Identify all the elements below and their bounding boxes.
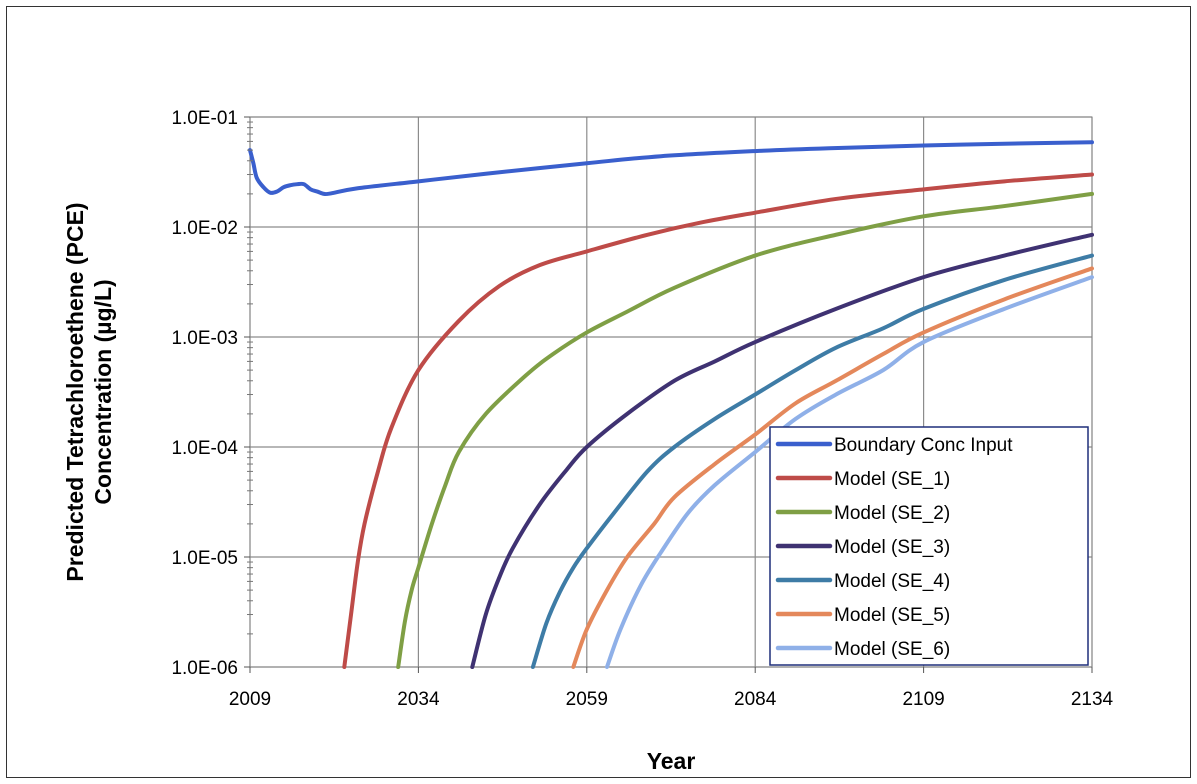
y-tick-label: 1.0E-03 — [171, 328, 238, 349]
plot-area-border — [249, 116, 1093, 668]
line-chart: 2009 2034 2059 2084 2109 2134 1.0E-06 1.0E-05 1.… — [62, 108, 1114, 774]
series-line-7 — [605, 275, 1094, 669]
x-tick-label: 2034 — [397, 689, 440, 710]
legend-label: Model (SE_2) — [834, 503, 950, 524]
series-line-6 — [571, 266, 1094, 669]
series-lines — [248, 140, 1094, 669]
y-axis-title-line-1: Predicted Tetrachloroethene (PCE) — [62, 202, 88, 581]
series-line-1 — [248, 140, 1094, 197]
x-axis-title: Year — [647, 748, 696, 774]
series-line-5 — [530, 253, 1094, 669]
legend-label: Model (SE_3) — [834, 537, 950, 558]
series-line-2 — [342, 172, 1094, 669]
series-line-4 — [470, 232, 1094, 669]
y-tick-label: 1.0E-05 — [171, 548, 238, 569]
x-tick-label: 2109 — [902, 689, 944, 710]
legend-label: Model (SE_4) — [834, 571, 950, 592]
x-tick-label: 2134 — [1071, 689, 1114, 710]
series-line-3 — [396, 191, 1094, 669]
legend-label: Model (SE_6) — [834, 639, 950, 660]
legend-label: Boundary Conc Input — [834, 435, 1013, 456]
y-axis-title-line-2: Concentration (µg/L) — [90, 279, 116, 504]
x-tick-label: 2009 — [229, 689, 271, 710]
legend-label: Model (SE_5) — [834, 605, 950, 626]
axis-ticks: 2009 2034 2059 2084 2109 2134 1.0E-06 1.0E-05 1.… — [171, 108, 1113, 710]
y-tick-label: 1.0E-01 — [171, 108, 238, 129]
y-tick-label: 1.0E-02 — [171, 218, 238, 239]
chart-frame: 2009 2034 2059 2084 2109 2134 1.0E-06 1.0E-05 1.… — [6, 6, 1191, 778]
legend-label: Model (SE_1) — [834, 469, 950, 490]
x-tick-label: 2059 — [566, 689, 608, 710]
x-tick-label: 2084 — [734, 689, 777, 710]
y-tick-label: 1.0E-06 — [171, 658, 238, 679]
legend: Boundary Conc Input Model (SE_1) Model (SE… — [769, 426, 1089, 666]
y-tick-label: 1.0E-04 — [171, 438, 238, 459]
